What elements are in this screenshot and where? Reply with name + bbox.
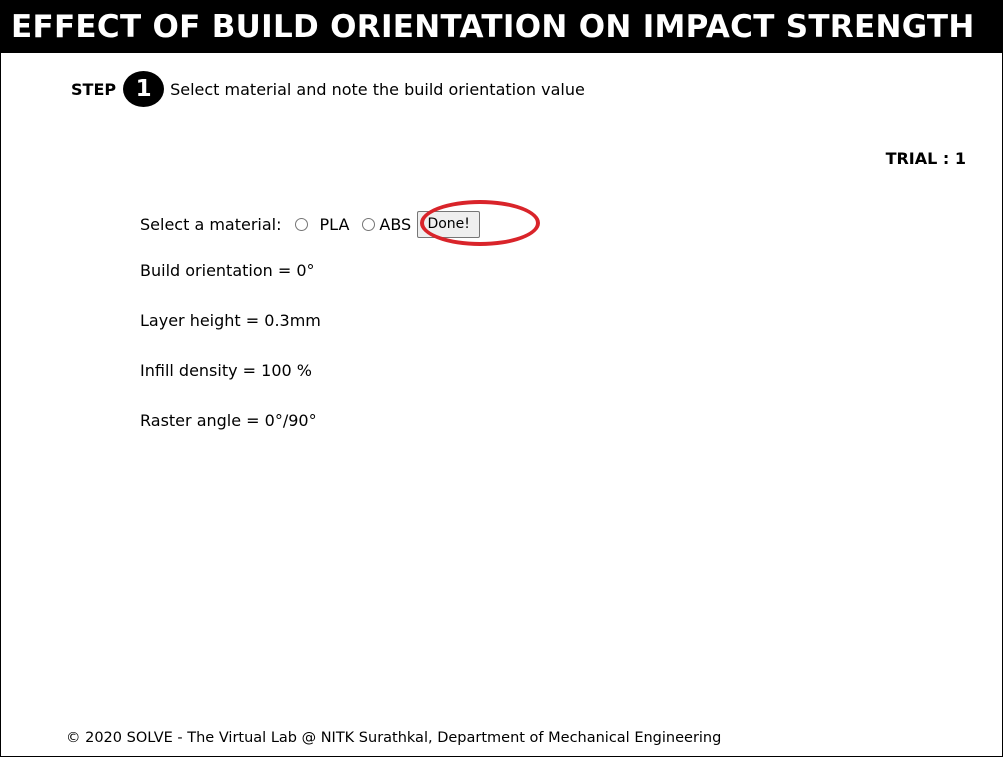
step-header: STEP 1 Select material and note the buil… [71, 71, 585, 107]
radio-pla[interactable] [294, 217, 308, 231]
footer-copyright: © 2020 SOLVE - The Virtual Lab @ NITK Su… [66, 730, 722, 746]
step-instruction: Select material and note the build orien… [170, 79, 585, 99]
material-selector: Select a material: PLA ABS Done! [140, 210, 481, 238]
infill-density-value: Infill density = 100 % [140, 361, 312, 380]
raster-angle-value: Raster angle = 0°/90° [140, 411, 317, 430]
done-button[interactable]: Done! [417, 210, 481, 238]
radio-abs-label[interactable]: ABS [379, 214, 412, 234]
layer-height-value: Layer height = 0.3mm [140, 311, 321, 330]
material-label: Select a material: [140, 214, 282, 234]
build-orientation-value: Build orientation = 0° [140, 261, 315, 280]
step-label: STEP [71, 79, 117, 99]
radio-pla-label[interactable]: PLA [319, 214, 350, 234]
page-title: EFFECT OF BUILD ORIENTATION ON IMPACT ST… [1, 1, 1002, 53]
radio-abs[interactable] [362, 217, 376, 231]
step-number-badge: 1 [123, 71, 165, 107]
trial-counter: TRIAL : 1 [885, 149, 966, 168]
